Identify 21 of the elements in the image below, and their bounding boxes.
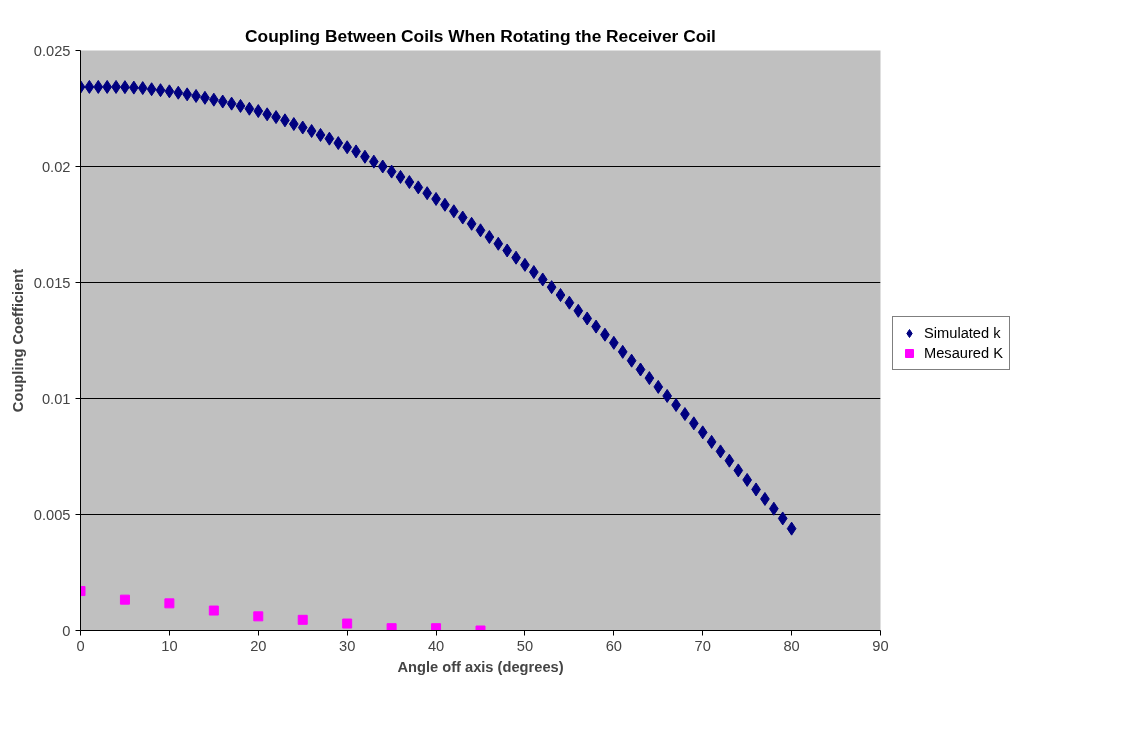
legend-label: Mesaured K (924, 345, 1004, 361)
y-tick-label: 0.025 (33, 42, 71, 59)
x-tick-label: 80 (783, 637, 800, 654)
x-tick-label: 90 (872, 637, 889, 654)
y-tick-label: 0 (62, 622, 71, 639)
legend-label: Simulated k (924, 325, 1001, 341)
x-tick-label: 30 (339, 637, 356, 654)
y-tick-label: 0.01 (41, 390, 71, 407)
x-axis-title: Angle off axis (degrees) (397, 658, 564, 675)
x-tick-label: 40 (427, 637, 445, 654)
x-tick-label: 0 (76, 637, 85, 654)
chart-title: Coupling Between Coils When Rotating the Receiver Coil (245, 25, 716, 46)
x-tick-label: 60 (605, 637, 622, 654)
y-tick-label: 0.005 (33, 506, 71, 523)
x-tick-label: 70 (694, 637, 711, 654)
x-tick-label: 50 (516, 637, 534, 654)
x-tick-label: 20 (250, 637, 267, 654)
y-tick-label: 0.015 (33, 274, 71, 291)
y-tick-label: 0.02 (41, 158, 71, 175)
x-tick-label: 10 (161, 637, 178, 654)
y-axis-title: Coupling Coefficient (9, 268, 26, 413)
